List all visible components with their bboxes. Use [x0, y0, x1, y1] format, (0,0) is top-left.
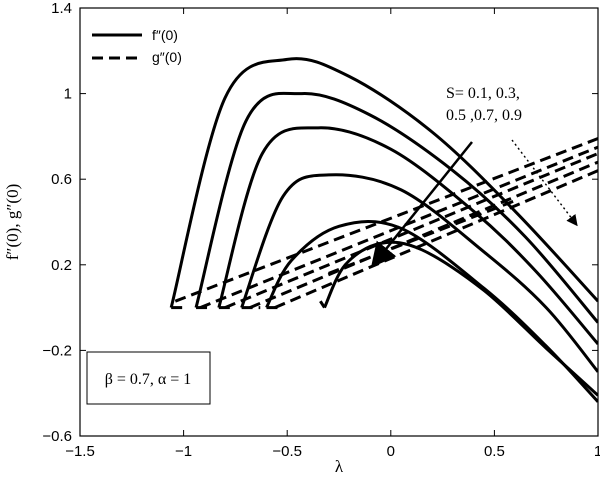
- y-tick-label: −0.2: [42, 342, 72, 359]
- f-curve-upper-branch: [194, 91, 598, 324]
- axis-ticks: [79, 7, 599, 437]
- g-curve: [274, 169, 598, 309]
- x-tick-label: −0.5: [272, 443, 302, 460]
- x-tick-label: −1: [175, 443, 192, 460]
- y-tick-label: 1.4: [51, 0, 72, 17]
- f-curve-upper-branch: [217, 126, 598, 345]
- y-tick-label: 0.2: [51, 257, 72, 274]
- g-curve: [174, 137, 598, 303]
- f-curve-upper-branch: [323, 240, 598, 397]
- f-curve-lower-branch: [319, 300, 326, 309]
- curves: [169, 57, 598, 403]
- annotation-line-1: S= 0.1, 0.3,: [446, 85, 520, 102]
- g-curve: [328, 199, 516, 275]
- x-axis-title: λ: [335, 457, 344, 476]
- y-tick-label: −0.6: [42, 428, 72, 445]
- y-tick-label: 0.6: [51, 171, 72, 188]
- legend-label-f: f″(0): [152, 27, 178, 43]
- x-tick-label: 1: [594, 443, 600, 460]
- x-tick-label: −1.5: [65, 443, 95, 460]
- x-tick-label: 0.5: [484, 443, 505, 460]
- x-tick-label: 0: [387, 443, 395, 460]
- y-tick-label: 1: [64, 86, 72, 103]
- legend-label-g: g″(0): [152, 49, 182, 65]
- y-axis-title: f″(0), g″(0): [3, 184, 22, 260]
- g-curve: [224, 152, 598, 309]
- plot-frame: [79, 7, 599, 437]
- parameter-box-label: β = 0.7, α = 1: [105, 371, 192, 388]
- parameter-box-frame: [86, 351, 211, 405]
- parameter-box: β = 0.7, α = 1: [86, 351, 211, 405]
- axis-tick-labels: −1.5 −1 −0.5 0 0.5 1 −0.6 −0.2 0.2 0.6 1 1.4: [42, 0, 600, 460]
- f-curve-upper-branch: [169, 57, 598, 308]
- dotted-leader: [511, 139, 578, 227]
- g-curve: [199, 145, 598, 309]
- legend: f″(0) g″(0): [92, 27, 182, 65]
- f-curve-upper-branch: [265, 220, 598, 403]
- f-curve-upper-branch: [240, 173, 598, 373]
- annotation-line-2: 0.5 ,0.7, 0.9: [446, 107, 522, 124]
- annotation-arrow: [370, 141, 473, 268]
